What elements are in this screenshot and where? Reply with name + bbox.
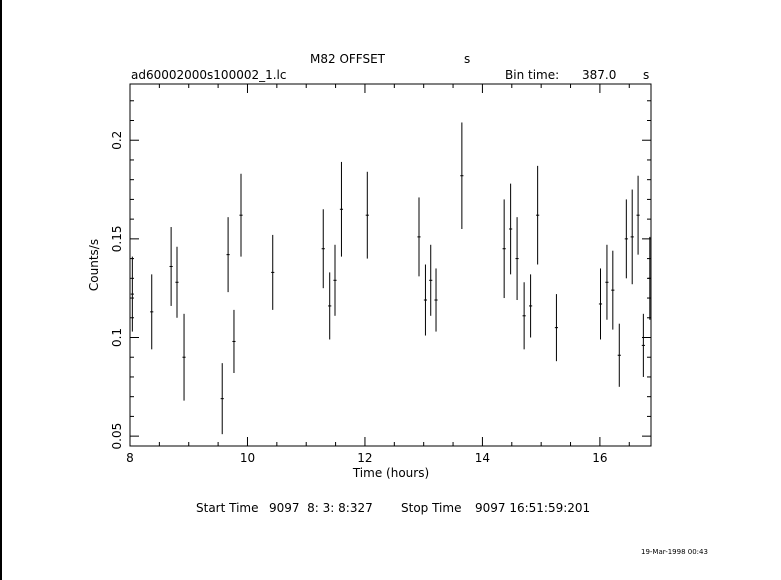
data-point	[271, 234, 275, 310]
y-tick-label: 0.1	[110, 328, 124, 347]
data-point	[232, 309, 236, 374]
data-point	[460, 122, 464, 229]
stop-time-value: 9097 16:51:59:201	[475, 501, 591, 515]
data-point	[429, 244, 433, 316]
data-point	[150, 274, 154, 350]
data-point	[434, 268, 438, 332]
data-point	[617, 323, 621, 387]
data-point	[333, 244, 337, 316]
x-tick-label: 14	[475, 451, 490, 465]
x-tick-label: 16	[592, 451, 607, 465]
data-point	[630, 189, 634, 285]
start-time-value: 9097 8: 3: 8:327	[269, 501, 373, 515]
data-point	[611, 250, 615, 330]
axis-ticks	[129, 84, 651, 446]
bin-time-label: Bin time:	[505, 68, 560, 82]
x-tick-label: 10	[240, 451, 255, 465]
y-tick-label: 0.15	[110, 226, 124, 253]
x-tick-label: 12	[357, 451, 372, 465]
file-name: ad60002000s100002_1.lc	[131, 68, 287, 82]
object-name: M82 OFFSET	[310, 52, 386, 66]
data-point	[321, 209, 325, 289]
data-point	[636, 175, 640, 255]
data-point	[220, 363, 224, 435]
data-point	[536, 165, 540, 265]
data-points	[130, 122, 652, 435]
data-point	[598, 268, 603, 340]
data-point	[522, 282, 526, 350]
data-point	[529, 274, 533, 338]
bin-time-unit: s	[643, 68, 650, 82]
y-axis-label: Counts/s	[87, 239, 101, 291]
stop-time-label: Stop Time	[401, 501, 462, 515]
tick-labels: 8 10 12 14 16 0.05 0.1 0.15 0.2	[110, 131, 608, 465]
data-point	[182, 313, 186, 401]
data-point	[226, 217, 230, 293]
data-point	[339, 161, 344, 257]
left-window-border	[0, 0, 2, 580]
data-point	[624, 199, 628, 279]
data-point	[515, 217, 519, 301]
data-point	[502, 199, 506, 299]
data-point	[417, 197, 421, 277]
y-tick-label: 0.05	[110, 423, 124, 450]
data-point	[509, 183, 513, 275]
x-tick-label: 8	[126, 451, 134, 465]
data-point	[423, 264, 428, 336]
plot-frame	[129, 83, 652, 447]
y-tick-label: 0.2	[110, 131, 124, 150]
data-point	[605, 244, 609, 320]
x-axis-label: Time (hours)	[352, 466, 429, 480]
data-point	[175, 246, 179, 318]
data-point	[641, 313, 645, 377]
data-point	[328, 272, 332, 340]
object-unit: s	[464, 52, 471, 66]
bin-time-value: 387.0	[582, 68, 617, 82]
data-point	[365, 171, 369, 259]
data-point	[130, 256, 134, 332]
data-point	[554, 294, 559, 362]
data-point	[648, 236, 652, 320]
date-stamp: 19-Mar-1998 00:43	[641, 548, 708, 556]
start-time-label: Start Time	[196, 501, 259, 515]
data-point	[239, 173, 243, 257]
data-point	[169, 227, 173, 306]
